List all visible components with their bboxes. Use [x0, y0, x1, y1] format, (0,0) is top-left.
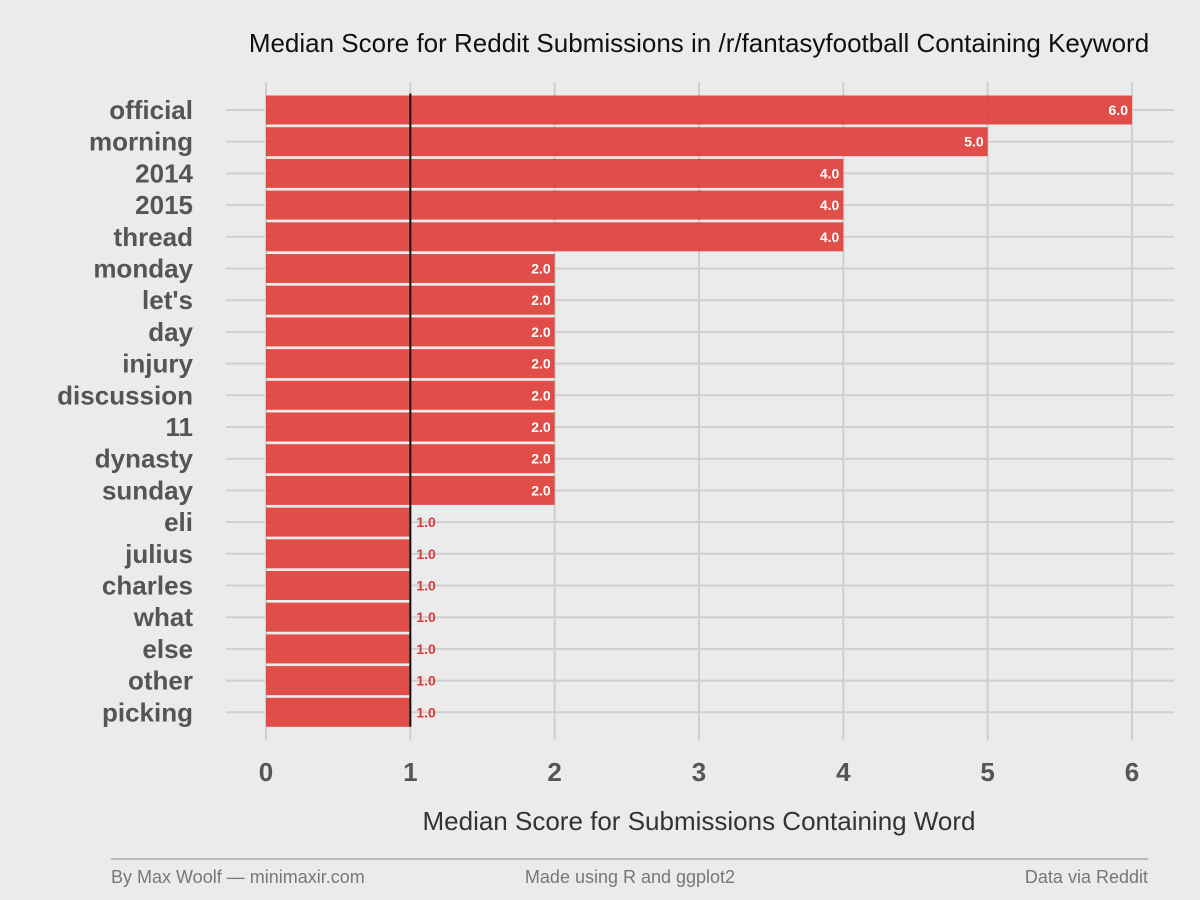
category-label: morning — [89, 127, 193, 157]
category-label: dynasty — [95, 444, 194, 474]
x-tick-label: 5 — [980, 757, 994, 787]
category-label: else — [142, 634, 193, 664]
category-label: official — [109, 95, 193, 125]
value-label: 6.0 — [1109, 102, 1129, 118]
footer-credit: By Max Woolf — minimaxir.com — [111, 867, 365, 887]
value-label: 5.0 — [964, 134, 984, 150]
bar-2014 — [266, 158, 844, 188]
x-tick-label: 2 — [547, 757, 561, 787]
category-label: eli — [164, 507, 193, 537]
category-label: thread — [114, 222, 193, 252]
bar-other — [266, 666, 411, 696]
bar-eli — [266, 507, 411, 537]
x-tick-label: 0 — [259, 757, 273, 787]
footer-tools: Made using R and ggplot2 — [525, 867, 735, 887]
value-label: 2.0 — [531, 356, 551, 372]
category-label: 2015 — [135, 190, 193, 220]
category-label: discussion — [57, 380, 193, 410]
category-label: julius — [124, 539, 193, 569]
value-label: 2.0 — [531, 419, 551, 435]
value-label: 1.0 — [416, 546, 436, 562]
category-label: other — [128, 666, 193, 696]
value-label: 1.0 — [416, 673, 436, 689]
value-label: 2.0 — [531, 482, 551, 498]
category-label: day — [148, 317, 193, 347]
value-label: 1.0 — [416, 641, 436, 657]
category-label: sunday — [102, 475, 194, 505]
value-label: 2.0 — [531, 292, 551, 308]
category-label: charles — [102, 571, 193, 601]
value-label: 2.0 — [531, 451, 551, 467]
value-label: 2.0 — [531, 261, 551, 277]
category-label: what — [133, 602, 194, 632]
bar-what — [266, 602, 411, 632]
bar-picking — [266, 697, 411, 727]
value-label: 2.0 — [531, 324, 551, 340]
category-label: injury — [122, 349, 193, 379]
bar-morning — [266, 127, 988, 157]
category-label: 2014 — [135, 158, 193, 188]
value-label: 4.0 — [820, 197, 840, 213]
value-labels: 6.0 5.0 4.0 4.0 4.0 2.0 2.0 2.0 2.0 2.0 2.0 2.0 2.0 1… — [416, 102, 1128, 720]
value-label: 1.0 — [416, 609, 436, 625]
footer-source: Data via Reddit — [1025, 867, 1148, 887]
x-tick-labels: 0 1 2 3 4 5 6 — [259, 757, 1139, 787]
x-tick-label: 3 — [692, 757, 706, 787]
bar-2015 — [266, 190, 844, 220]
bar-thread — [266, 222, 844, 252]
value-label: 4.0 — [820, 229, 840, 245]
bar-official — [266, 95, 1132, 125]
x-tick-label: 1 — [403, 757, 417, 787]
category-label: picking — [102, 697, 193, 727]
value-label: 1.0 — [416, 514, 436, 530]
category-label: let's — [142, 285, 193, 315]
value-label: 4.0 — [820, 165, 840, 181]
category-labels: officialmorning20142015threadmondaylet's… — [57, 95, 193, 727]
value-label: 1.0 — [416, 704, 436, 720]
x-tick-label: 4 — [836, 757, 851, 787]
x-axis-title: Median Score for Submissions Containing … — [422, 806, 975, 836]
value-label: 1.0 — [416, 578, 436, 594]
bar-julius — [266, 539, 411, 569]
category-label: 11 — [166, 412, 194, 442]
bar-else — [266, 634, 411, 664]
bar-charles — [266, 571, 411, 600]
chart-title: Median Score for Reddit Submissions in /… — [249, 28, 1149, 58]
x-tick-label: 6 — [1125, 757, 1139, 787]
category-label: monday — [93, 254, 193, 284]
value-label: 2.0 — [531, 387, 551, 403]
